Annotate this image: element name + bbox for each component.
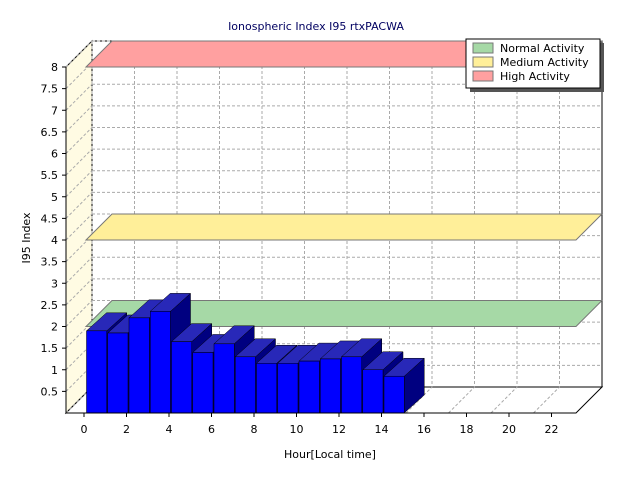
grid-line-y-side	[65, 127, 93, 154]
y-tick-label: 8	[51, 61, 58, 74]
x-tick-label: 2	[123, 423, 130, 436]
y-tick-label: 5.5	[41, 169, 59, 182]
y-tick-label: 7	[51, 104, 58, 117]
legend-label: High Activity	[500, 70, 570, 83]
x-tick-label: 12	[332, 423, 346, 436]
grid-line-y-side	[65, 105, 93, 133]
bar	[192, 352, 214, 414]
bar	[150, 311, 171, 414]
y-tick-label: 3.5	[41, 256, 59, 269]
activity-band	[84, 213, 604, 241]
bar	[107, 332, 129, 414]
x-tick-label: 14	[375, 423, 389, 436]
y-tick-label: 4	[51, 234, 58, 247]
y-tick-label: 1	[51, 364, 58, 377]
grid-line-x-floor	[448, 386, 475, 414]
grid-line-x-floor	[405, 386, 433, 414]
x-tick-label: 0	[81, 423, 88, 436]
legend-label: Normal Activity	[500, 42, 585, 55]
bar	[277, 363, 299, 414]
y-axis-label: I95 Index	[20, 212, 33, 264]
axes: 0.5 1 1.5 2 2.5 3 3.5 4 4.5 5 5.5 6 6.5 7 7.5 8 0 2 4 6 8 10 1…	[41, 61, 576, 436]
bar	[320, 358, 341, 414]
legend-swatch	[472, 42, 494, 54]
legend-swatch	[472, 56, 494, 68]
grid-line-y-side	[65, 256, 93, 284]
bar	[383, 375, 405, 414]
bar	[298, 360, 320, 414]
y-tick-label: 6.5	[41, 126, 59, 139]
x-tick-label: 18	[460, 423, 474, 436]
grid-line-y-side	[65, 213, 93, 241]
bar	[362, 369, 384, 414]
y-tick-label: 3	[51, 277, 58, 290]
grid-line-y-side	[65, 278, 93, 306]
grid-line-y-side	[65, 148, 93, 176]
bars	[85, 292, 425, 414]
bar	[256, 363, 277, 414]
x-tick-label: 16	[417, 423, 431, 436]
grid-line-x-floor	[490, 386, 518, 414]
x-tick-label: 8	[251, 423, 258, 436]
grid-line-y-side	[65, 300, 93, 327]
activity-band	[84, 300, 604, 327]
y-tick-label: 6	[51, 148, 58, 161]
bar	[128, 317, 150, 414]
bar	[235, 356, 256, 414]
bar	[213, 343, 235, 414]
x-tick-label: 10	[290, 423, 304, 436]
x-tick-label: 6	[208, 423, 215, 436]
chart-title: Ionospheric Index I95 rtxPACWA	[228, 20, 404, 33]
y-tick-label: 2.5	[41, 299, 59, 312]
x-tick-label: 20	[502, 423, 516, 436]
y-tick-label: 0.5	[41, 385, 59, 398]
y-tick-label: 4.5	[41, 212, 59, 225]
grid-line-y-side	[65, 83, 93, 111]
bar	[86, 330, 107, 414]
grid-line-y-side	[65, 170, 93, 198]
grid-line-y-side	[65, 40, 93, 68]
legend-label: Medium Activity	[500, 56, 589, 69]
x-axis-label: Hour[Local time]	[284, 448, 376, 461]
grid-line-y-side	[65, 192, 93, 219]
grid-line-x-floor	[533, 386, 560, 414]
bar	[171, 341, 192, 414]
legend-swatch	[472, 70, 494, 82]
x-tick-label: 22	[545, 423, 559, 436]
y-tick-label: 7.5	[41, 83, 59, 96]
y-tick-label: 2	[51, 321, 58, 334]
x-tick-label: 4	[166, 423, 173, 436]
bar	[341, 356, 362, 414]
y-tick-label: 5	[51, 191, 58, 204]
y-tick-label: 1.5	[41, 342, 59, 355]
